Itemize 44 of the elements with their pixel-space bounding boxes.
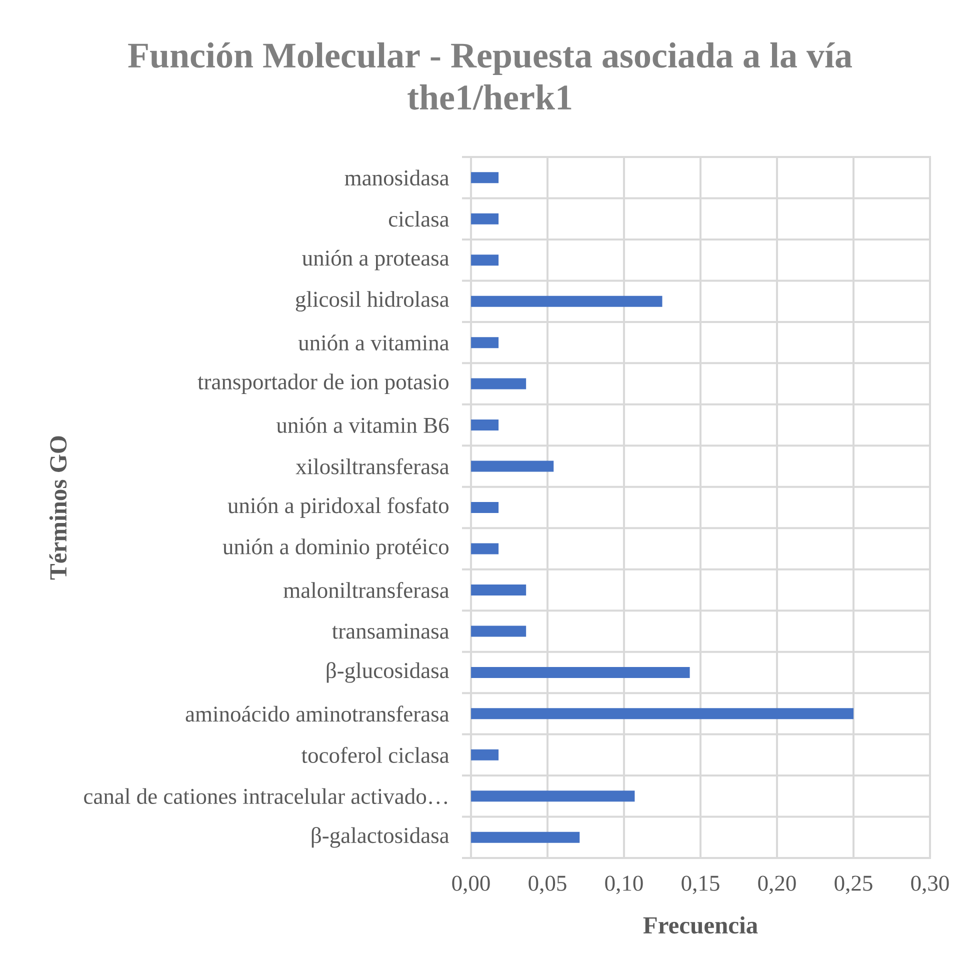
- y-tick-label: β-glucosidasa: [326, 662, 450, 683]
- x-tick-label: 0,00: [452, 876, 490, 894]
- y-tick-label: glicosil hidrolasa: [296, 291, 450, 312]
- bar: [471, 666, 690, 678]
- bar: [471, 502, 499, 514]
- y-tick-label: unión a piridoxal fosfato: [228, 497, 448, 518]
- bar: [471, 460, 554, 472]
- y-tick-label: unión a dominio protéico: [222, 538, 448, 559]
- bar: [471, 172, 499, 184]
- bar: [471, 213, 499, 224]
- y-tick-label: maloniltransferasa: [284, 582, 450, 598]
- x-tick-label: 0,10: [605, 876, 643, 894]
- bar: [471, 543, 499, 554]
- y-tick-label: β-galactosidasa: [312, 827, 450, 848]
- y-tick-label: unión a vitamin B6: [276, 417, 449, 433]
- y-tick-label: transportador de ion potasio: [198, 374, 448, 394]
- x-tick-label: 0,05: [528, 876, 566, 894]
- y-tick-label: unión a vitamina: [298, 334, 450, 351]
- y-tick-label: ciclasa: [388, 210, 450, 227]
- y-tick-label: unión a proteasa: [302, 250, 450, 270]
- x-tick-label: 0,25: [834, 876, 872, 894]
- x-tick-label: 0,30: [911, 876, 949, 894]
- y-tick-label: aminoácido aminotransferasa: [186, 706, 450, 722]
- x-tick-label: 0,20: [758, 876, 796, 894]
- x-tick-label: 0,15: [682, 876, 720, 894]
- x-axis-title: Frecuencia: [643, 916, 758, 934]
- bar: [471, 337, 499, 348]
- bar: [471, 584, 526, 596]
- bar: [471, 749, 499, 760]
- bar: [471, 254, 499, 266]
- bar: [471, 420, 499, 431]
- y-tick-label: transaminasa: [332, 624, 450, 639]
- bar: [471, 626, 526, 637]
- bar: [471, 296, 662, 307]
- y-axis-title: Términos GO: [49, 436, 67, 580]
- y-tick-label: manosidasa: [344, 170, 450, 186]
- bar: [471, 708, 854, 720]
- y-tick-label: canal de cationes intracelular activado…: [84, 788, 448, 804]
- y-tick-label: tocoferol ciclasa: [301, 746, 450, 763]
- y-tick-label: xilosiltransferasa: [296, 458, 450, 474]
- bar: [471, 378, 526, 390]
- chart-title: Función Molecular - Repuesta asociada a la vía the1/herk1: [128, 42, 852, 110]
- bar: [471, 832, 580, 843]
- bar: [471, 790, 635, 802]
